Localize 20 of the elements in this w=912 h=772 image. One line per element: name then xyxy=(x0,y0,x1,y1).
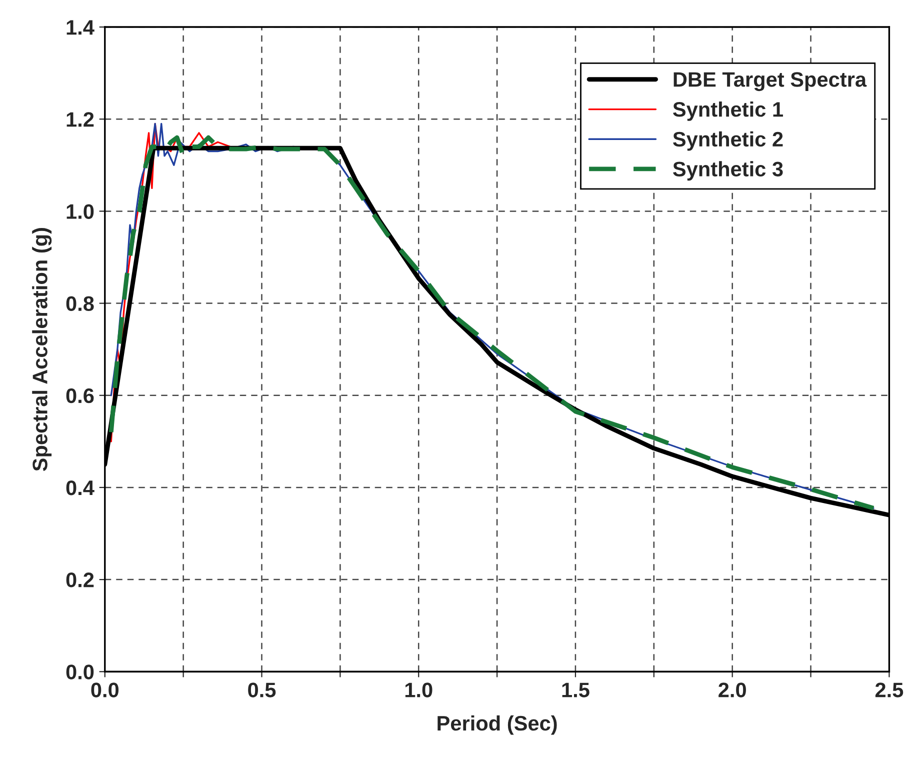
legend-label: Synthetic 1 xyxy=(673,101,783,121)
x-tick-label: 2.5 xyxy=(875,682,904,698)
legend-label: Synthetic 2 xyxy=(673,131,783,151)
y-tick-label: 1.0 xyxy=(66,204,94,219)
x-tick-label: 0.5 xyxy=(248,682,276,698)
y-tick-label: 0.6 xyxy=(66,388,94,404)
legend-label: DBE Target Spectra xyxy=(674,72,867,92)
y-tick-label: 0.4 xyxy=(66,480,94,496)
x-tick-label: 0.0 xyxy=(91,682,119,698)
y-tick-label: 0.2 xyxy=(66,572,94,588)
x-tick-label: 2.0 xyxy=(718,682,746,698)
y-tick-label: 0.0 xyxy=(66,664,94,680)
x-axis-title: Period (Sec) xyxy=(438,715,557,735)
x-tick-label: 1.0 xyxy=(405,682,432,698)
legend-label: Synthetic 3 xyxy=(673,161,783,181)
y-axis-title: Spectral Acceleration (g) xyxy=(32,228,52,472)
y-tick-label: 0.8 xyxy=(66,296,94,312)
x-tick-label: 1.5 xyxy=(562,682,590,698)
y-tick-label: 1.4 xyxy=(66,20,94,35)
y-tick-label: 1.2 xyxy=(66,112,94,127)
